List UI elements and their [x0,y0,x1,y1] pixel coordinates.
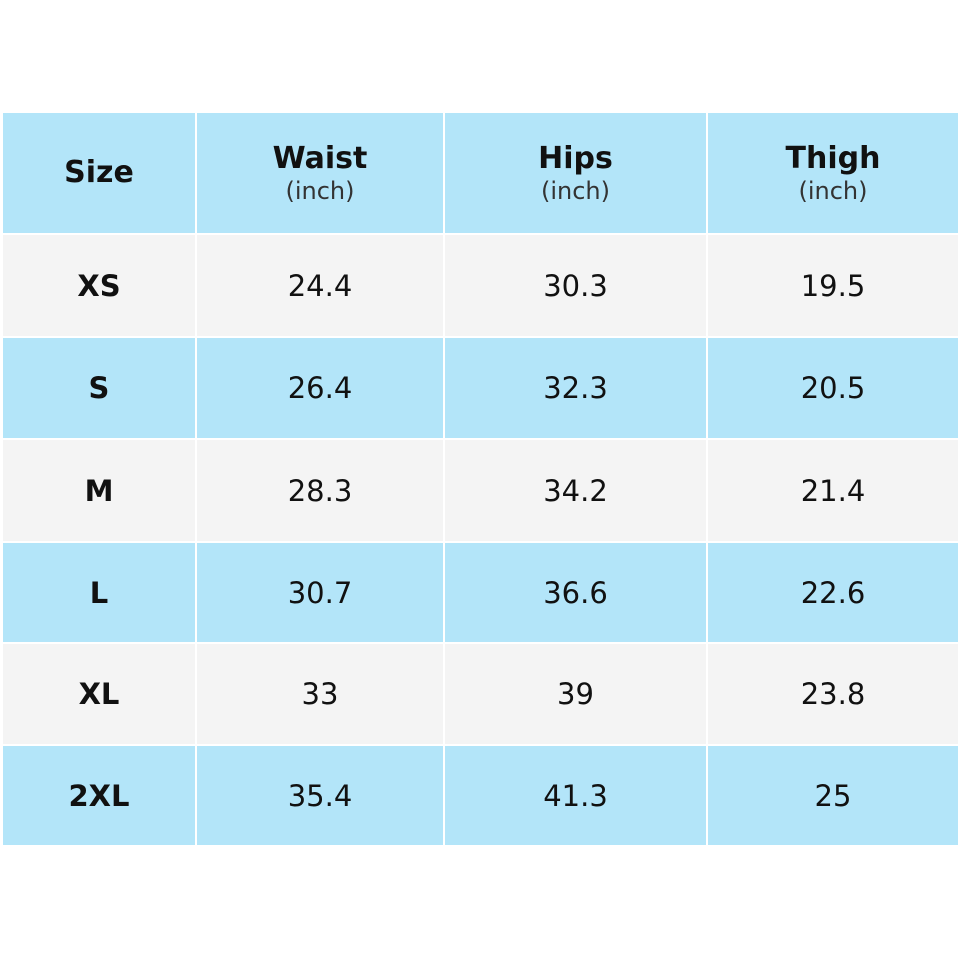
value-cell: 21.4 [708,440,958,541]
measurement: 20.5 [800,371,866,405]
measurement: 19.5 [800,268,866,303]
value-cell: 19.5 [708,235,958,336]
value-cell: 20.5 [708,338,958,438]
measurement: 35.4 [287,778,353,813]
size-label: M [84,473,114,508]
value-cell: 41.3 [445,746,706,845]
measurement: 33 [301,677,339,711]
size-label: XS [77,268,121,303]
size-label: S [88,371,110,405]
value-cell: 30.3 [445,235,706,336]
value-cell: 32.3 [445,338,706,438]
value-cell: 25 [708,746,958,845]
header-unit: (inch) [798,177,868,205]
measurement: 39 [557,677,594,711]
measurement: 28.3 [287,473,353,508]
size-cell: XS [3,235,195,336]
measurement: 34.2 [543,473,608,508]
size-label: 2XL [68,778,130,813]
measurement: 24.4 [287,268,353,303]
header-cell: Size [3,113,195,233]
value-cell: 36.6 [445,543,706,642]
size-cell: M [3,440,195,541]
measurement: 30.7 [287,575,353,610]
measurement: 30.3 [543,268,608,303]
size-cell: L [3,543,195,642]
header-title: Hips [538,141,613,176]
measurement: 23.8 [800,677,866,711]
header-unit: (inch) [285,177,355,205]
value-cell: 26.4 [197,338,443,438]
value-cell: 34.2 [445,440,706,541]
header-title: Thigh [785,141,881,176]
value-cell: 30.7 [197,543,443,642]
measurement: 32.3 [543,371,608,405]
size-label: L [89,575,109,610]
value-cell: 22.6 [708,543,958,642]
size-cell: S [3,338,195,438]
measurement: 22.6 [800,575,866,610]
measurement: 41.3 [543,778,608,813]
header-unit: (inch) [540,177,610,205]
measurement: 26.4 [287,371,353,405]
value-cell: 33 [197,644,443,744]
header-title: Waist [272,141,368,176]
value-cell: 23.8 [708,644,958,744]
size-cell: XL [3,644,195,744]
header-cell: Thigh (inch) [708,113,958,233]
value-cell: 39 [445,644,706,744]
header-cell: Waist (inch) [197,113,443,233]
size-label: XL [78,677,120,711]
size-cell: 2XL [3,746,195,845]
measurement: 21.4 [800,473,866,508]
value-cell: 28.3 [197,440,443,541]
measurement: 25 [814,778,852,813]
value-cell: 24.4 [197,235,443,336]
header-cell: Hips (inch) [445,113,706,233]
value-cell: 35.4 [197,746,443,845]
header-title: Size [64,155,134,190]
measurement: 36.6 [543,575,608,610]
